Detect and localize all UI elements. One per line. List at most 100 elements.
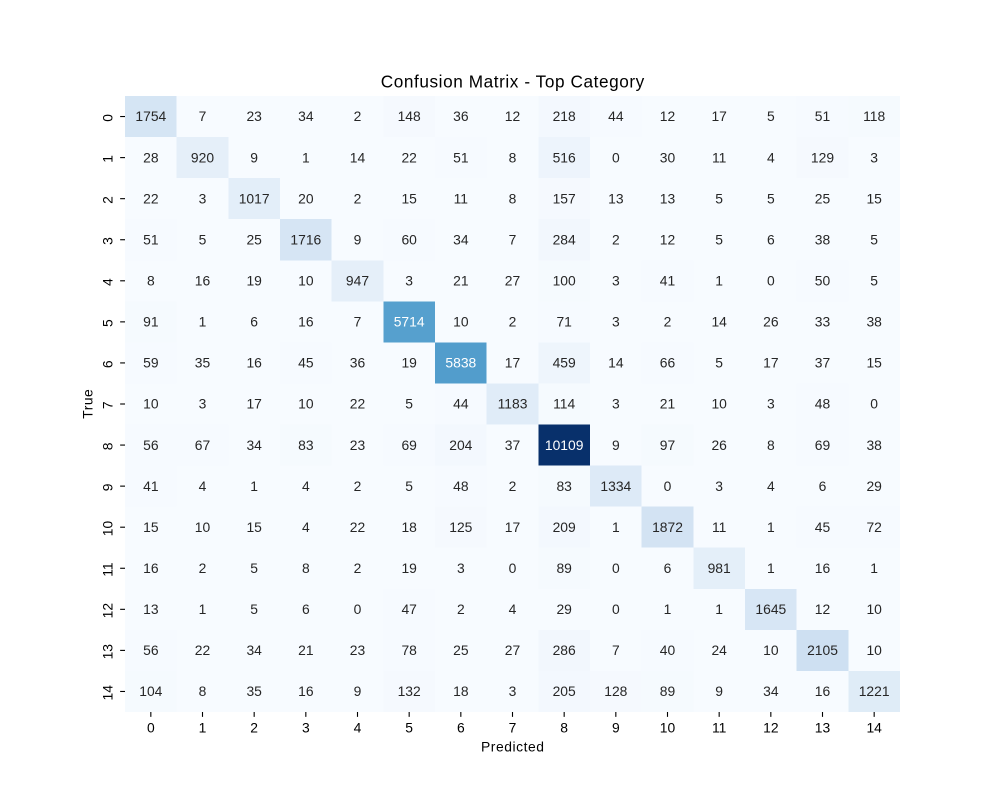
svg-text:1221: 1221 <box>859 683 890 699</box>
svg-text:34: 34 <box>763 683 779 699</box>
svg-text:0: 0 <box>147 720 155 736</box>
svg-text:10: 10 <box>298 273 314 289</box>
svg-text:1645: 1645 <box>755 601 786 617</box>
svg-text:12: 12 <box>660 231 676 247</box>
svg-text:5: 5 <box>715 190 723 206</box>
svg-text:1872: 1872 <box>652 519 683 535</box>
svg-text:8: 8 <box>767 437 775 453</box>
svg-text:129: 129 <box>811 149 834 165</box>
svg-text:3: 3 <box>612 396 620 412</box>
svg-text:Predicted: Predicted <box>481 739 544 755</box>
svg-text:44: 44 <box>453 396 469 412</box>
svg-text:132: 132 <box>398 683 421 699</box>
svg-text:14: 14 <box>608 355 624 371</box>
svg-text:2: 2 <box>612 231 620 247</box>
svg-text:18: 18 <box>453 683 469 699</box>
svg-text:6: 6 <box>99 360 115 368</box>
svg-text:10: 10 <box>866 642 882 658</box>
svg-text:36: 36 <box>350 355 366 371</box>
svg-text:6: 6 <box>302 601 310 617</box>
svg-text:12: 12 <box>660 108 676 124</box>
svg-text:104: 104 <box>139 683 162 699</box>
svg-text:8: 8 <box>509 149 517 165</box>
svg-text:12: 12 <box>505 108 521 124</box>
svg-text:22: 22 <box>195 642 211 658</box>
svg-text:38: 38 <box>866 437 882 453</box>
svg-text:1334: 1334 <box>600 478 631 494</box>
svg-text:1: 1 <box>612 519 620 535</box>
svg-text:5: 5 <box>715 231 723 247</box>
svg-text:2: 2 <box>99 196 115 204</box>
svg-text:0: 0 <box>509 560 517 576</box>
svg-text:47: 47 <box>401 601 417 617</box>
svg-text:8: 8 <box>302 560 310 576</box>
svg-text:38: 38 <box>815 231 831 247</box>
svg-text:118: 118 <box>863 108 885 124</box>
svg-text:78: 78 <box>401 642 417 658</box>
svg-text:51: 51 <box>815 108 831 124</box>
svg-text:83: 83 <box>298 437 314 453</box>
svg-text:2: 2 <box>509 478 517 494</box>
svg-text:48: 48 <box>453 478 469 494</box>
svg-text:10: 10 <box>143 396 159 412</box>
svg-text:2105: 2105 <box>807 642 838 658</box>
svg-text:71: 71 <box>556 314 572 330</box>
svg-text:56: 56 <box>143 437 159 453</box>
svg-text:26: 26 <box>763 314 779 330</box>
svg-text:18: 18 <box>401 519 417 535</box>
svg-text:5: 5 <box>870 231 878 247</box>
svg-text:11: 11 <box>712 149 727 165</box>
svg-text:45: 45 <box>298 355 314 371</box>
svg-text:7: 7 <box>509 231 517 247</box>
svg-text:23: 23 <box>350 642 366 658</box>
svg-text:22: 22 <box>401 149 417 165</box>
svg-text:3: 3 <box>612 314 620 330</box>
svg-text:148: 148 <box>398 108 421 124</box>
svg-text:25: 25 <box>246 231 262 247</box>
svg-text:12: 12 <box>763 720 779 736</box>
svg-text:48: 48 <box>815 396 831 412</box>
svg-text:9: 9 <box>612 437 620 453</box>
svg-text:1: 1 <box>715 273 723 289</box>
svg-text:51: 51 <box>143 231 159 247</box>
svg-text:3: 3 <box>199 396 207 412</box>
svg-text:59: 59 <box>143 355 159 371</box>
svg-text:11: 11 <box>712 720 727 736</box>
svg-text:12: 12 <box>815 601 831 617</box>
svg-text:69: 69 <box>815 437 831 453</box>
svg-text:10: 10 <box>866 601 882 617</box>
svg-text:4: 4 <box>509 601 517 617</box>
svg-text:True: True <box>79 389 95 419</box>
svg-text:2: 2 <box>250 720 258 736</box>
svg-text:0: 0 <box>767 273 775 289</box>
svg-text:40: 40 <box>660 642 676 658</box>
svg-text:8: 8 <box>199 683 207 699</box>
svg-text:6: 6 <box>767 231 775 247</box>
svg-text:3: 3 <box>509 683 517 699</box>
svg-text:459: 459 <box>553 355 576 371</box>
svg-text:22: 22 <box>350 396 366 412</box>
svg-text:7: 7 <box>612 642 620 658</box>
svg-text:14: 14 <box>711 314 727 330</box>
svg-text:16: 16 <box>815 560 831 576</box>
svg-text:5: 5 <box>250 601 258 617</box>
svg-text:51: 51 <box>453 149 469 165</box>
svg-text:33: 33 <box>815 314 831 330</box>
svg-text:5: 5 <box>767 108 775 124</box>
svg-text:0: 0 <box>354 601 362 617</box>
svg-text:10: 10 <box>99 521 115 537</box>
svg-text:30: 30 <box>660 149 676 165</box>
svg-text:34: 34 <box>298 108 314 124</box>
svg-text:21: 21 <box>660 396 676 412</box>
svg-text:37: 37 <box>505 437 521 453</box>
svg-text:17: 17 <box>505 519 521 535</box>
svg-text:4: 4 <box>354 720 362 736</box>
svg-text:44: 44 <box>608 108 624 124</box>
svg-text:8: 8 <box>147 273 155 289</box>
svg-text:0: 0 <box>612 601 620 617</box>
svg-text:5: 5 <box>715 355 723 371</box>
svg-text:19: 19 <box>401 560 417 576</box>
svg-text:204: 204 <box>449 437 472 453</box>
svg-text:41: 41 <box>143 478 159 494</box>
svg-text:1: 1 <box>664 601 672 617</box>
